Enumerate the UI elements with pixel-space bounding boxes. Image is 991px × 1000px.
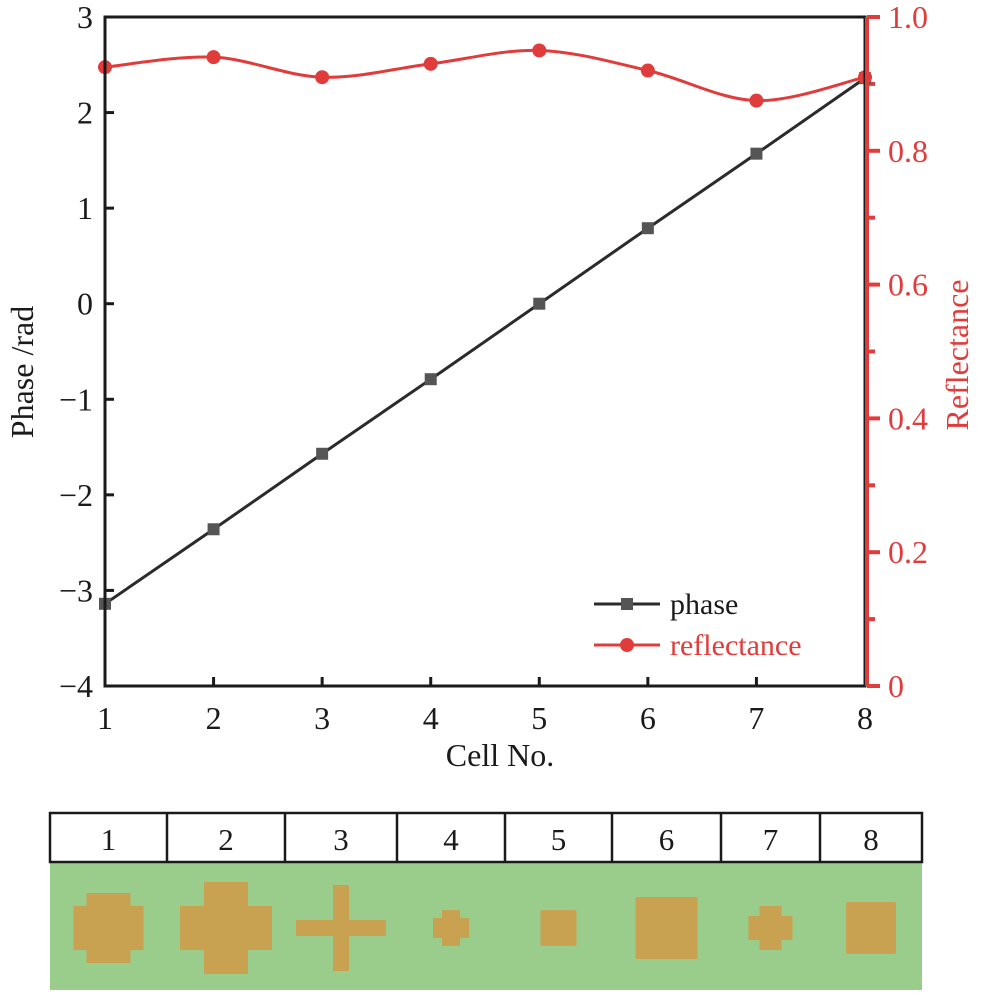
right-axis-ticks: 1.0 0.8 0.6 0.4 0.2 0 bbox=[867, 0, 928, 704]
phase-point bbox=[533, 297, 546, 310]
phase-point bbox=[207, 523, 220, 536]
left-tick-label: 3 bbox=[77, 0, 93, 35]
reflectance-point bbox=[315, 70, 330, 85]
right-tick-label: 0.6 bbox=[888, 267, 928, 303]
legend-reflectance-label: reflectance bbox=[670, 629, 802, 662]
right-tick-label: 0.8 bbox=[888, 133, 928, 169]
cell-number-label: 1 bbox=[101, 822, 117, 857]
legend: phase reflectance bbox=[594, 588, 802, 662]
reflectance-point bbox=[749, 93, 764, 108]
x-tick-label: 3 bbox=[314, 700, 330, 736]
legend-reflectance-marker bbox=[620, 638, 634, 652]
reflectance-point bbox=[423, 56, 438, 71]
x-tick-label: 8 bbox=[857, 700, 873, 736]
left-tick-label: −4 bbox=[59, 668, 93, 704]
y-axis-left-label: Phase /rad bbox=[4, 306, 40, 438]
right-tick-label: 0.4 bbox=[888, 400, 928, 436]
reflectance-point bbox=[532, 43, 547, 58]
phase-point bbox=[641, 222, 654, 235]
x-tick-label: 7 bbox=[748, 700, 764, 736]
left-tick-label: −3 bbox=[59, 572, 93, 608]
x-tick-label: 2 bbox=[206, 700, 222, 736]
left-tick-label: 2 bbox=[77, 95, 93, 131]
cell-table-layer: 1 2 3 4 5 6 7 8 bbox=[48, 811, 924, 990]
cell-number-label: 7 bbox=[763, 822, 779, 857]
series-layer bbox=[98, 43, 872, 610]
reflectance-point bbox=[206, 50, 221, 65]
cell-number-label: 3 bbox=[333, 822, 349, 857]
left-tick-label: 0 bbox=[77, 286, 93, 322]
unit-cell-patch-4 bbox=[433, 910, 469, 946]
left-tick-label: −1 bbox=[59, 381, 93, 417]
unit-cell-patch-6 bbox=[635, 897, 698, 959]
cell-number-label: 8 bbox=[863, 822, 879, 857]
cell-number-label: 5 bbox=[551, 822, 567, 857]
legend-phase-marker bbox=[621, 598, 633, 610]
x-axis-ticks: 1 2 3 4 5 6 7 8 bbox=[97, 677, 873, 736]
right-tick-label: 1.0 bbox=[888, 0, 928, 35]
header-row bbox=[48, 811, 924, 864]
legend-phase-label: phase bbox=[670, 588, 738, 621]
dual-axis-line-chart: 3 2 1 0 −1 −2 −3 −4 1.0 0.8 0.6 0.4 0.2 0 1 2 3 4 5 6 7 8 P… bbox=[4, 0, 975, 773]
x-tick-label: 4 bbox=[423, 700, 439, 736]
x-tick-label: 6 bbox=[640, 700, 656, 736]
x-tick-label: 1 bbox=[97, 700, 113, 736]
right-tick-label: 0.2 bbox=[888, 534, 928, 570]
unit-cell-patch-3 bbox=[296, 885, 386, 971]
series-line-reflectance bbox=[104, 48, 866, 103]
left-tick-label: 1 bbox=[77, 190, 93, 226]
y-axis-right-label: Reflectance bbox=[939, 280, 975, 431]
reflectance-point bbox=[640, 63, 655, 78]
right-tick-label: 0 bbox=[888, 668, 904, 704]
cell-number-label: 6 bbox=[659, 822, 675, 857]
left-tick-label: −2 bbox=[59, 477, 93, 513]
unit-cell-patch-5 bbox=[540, 910, 577, 946]
series-line-phase bbox=[104, 76, 866, 606]
unit-cell-patch-2 bbox=[180, 882, 272, 974]
x-tick-label: 5 bbox=[531, 700, 547, 736]
cell-number-label: 4 bbox=[443, 822, 459, 857]
phase-point bbox=[424, 373, 437, 386]
unit-cell-patch-8 bbox=[846, 902, 896, 954]
x-axis-label: Cell No. bbox=[446, 737, 554, 773]
cell-number-label: 2 bbox=[218, 822, 234, 857]
phase-point bbox=[750, 147, 763, 160]
unit-cell-patch-1 bbox=[73, 893, 144, 963]
unit-cell-patch-7 bbox=[748, 906, 793, 950]
phase-point bbox=[316, 447, 329, 460]
